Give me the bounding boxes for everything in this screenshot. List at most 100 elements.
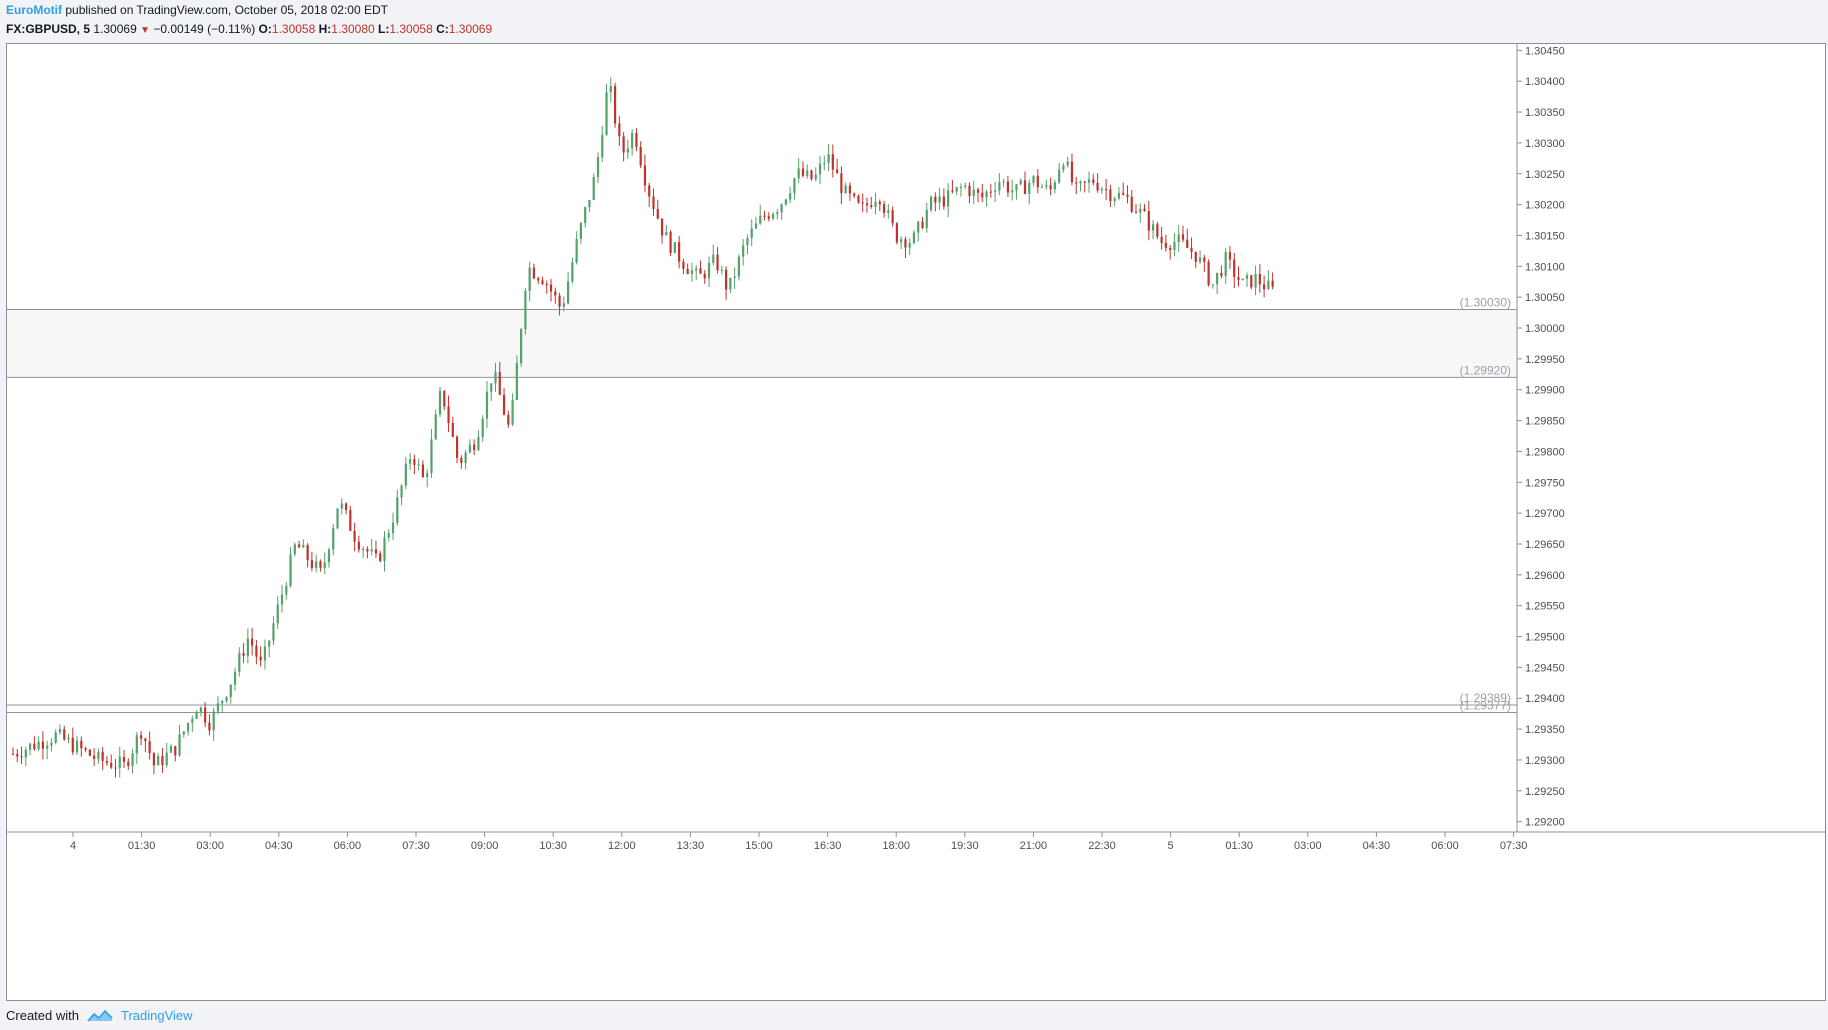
low-label: L: bbox=[378, 22, 390, 36]
candle-body bbox=[1002, 181, 1005, 183]
candle-body bbox=[507, 414, 510, 425]
candle-body bbox=[912, 232, 916, 244]
open-label: O: bbox=[258, 22, 272, 36]
horizontal-levels[interactable]: (1.30030) (1.29920) (1.29389)(1.29377) bbox=[7, 296, 1517, 713]
candle-body bbox=[1117, 192, 1121, 199]
candle-body bbox=[643, 165, 647, 186]
level-label-2: (1.29389) bbox=[1460, 691, 1511, 705]
candle-body bbox=[925, 209, 928, 228]
candle-body bbox=[895, 223, 898, 243]
candle-body bbox=[754, 223, 758, 229]
candle-body bbox=[1045, 185, 1048, 187]
candle-body bbox=[1271, 280, 1274, 287]
candle-body bbox=[639, 146, 642, 166]
last-price: 1.30069 bbox=[93, 22, 137, 36]
symbol-label[interactable]: FX:GBPUSD, 5 bbox=[6, 22, 91, 36]
candle-body bbox=[93, 755, 96, 759]
candle-body bbox=[1143, 208, 1146, 212]
candle-body bbox=[545, 284, 548, 286]
candle-body bbox=[1092, 179, 1095, 183]
tradingview-logo-icon[interactable] bbox=[87, 1009, 113, 1023]
candle-body bbox=[968, 185, 971, 197]
candle-body bbox=[1164, 242, 1167, 248]
candle-body bbox=[221, 700, 224, 704]
candle-body bbox=[515, 363, 518, 401]
candle-body bbox=[413, 459, 416, 465]
candle-body bbox=[613, 86, 617, 124]
candle-body bbox=[20, 756, 23, 758]
y-tick-label: 1.30000 bbox=[1525, 323, 1565, 335]
y-tick-label: 1.29550 bbox=[1525, 601, 1565, 613]
candle-body bbox=[605, 92, 608, 135]
candle-body bbox=[242, 653, 245, 656]
chart-area[interactable]: (1.30030) (1.29920) (1.29389) (1.29377) 1.3… bbox=[6, 43, 1826, 1001]
candle-body bbox=[37, 741, 40, 750]
candle-body bbox=[28, 743, 32, 750]
candle-body bbox=[1267, 280, 1270, 289]
candle-body bbox=[191, 718, 194, 724]
created-with-label: Created with bbox=[6, 1008, 79, 1023]
candle-body bbox=[929, 196, 933, 210]
footer: Created with TradingView bbox=[6, 1008, 193, 1024]
candle-body bbox=[959, 187, 963, 189]
candle-body bbox=[840, 173, 843, 194]
candle-body bbox=[763, 215, 766, 217]
candle-body bbox=[759, 215, 762, 224]
x-tick-label: 21:00 bbox=[1020, 840, 1048, 852]
y-tick-label: 1.30400 bbox=[1525, 76, 1565, 88]
candle-body bbox=[67, 737, 70, 740]
x-tick-label: 13:30 bbox=[677, 840, 705, 852]
candle-body bbox=[874, 201, 877, 208]
candle-body bbox=[857, 195, 860, 203]
candle-body bbox=[387, 533, 390, 538]
x-tick-label: 4 bbox=[70, 840, 76, 852]
candle-body bbox=[97, 751, 100, 759]
candle-body bbox=[1186, 239, 1189, 248]
candle-body bbox=[575, 238, 578, 263]
candle-body bbox=[682, 261, 685, 269]
candle-body bbox=[554, 291, 557, 296]
candlestick-chart[interactable]: (1.30030) (1.29920) (1.29389)(1.29377) 1.3… bbox=[7, 44, 1825, 1000]
candle-body bbox=[571, 262, 574, 282]
candle-body bbox=[1203, 257, 1206, 262]
candle-body bbox=[656, 208, 659, 219]
x-tick-label: 19:30 bbox=[951, 840, 979, 852]
x-tick-label: 04:30 bbox=[1363, 840, 1391, 852]
candle-body bbox=[46, 745, 49, 749]
author-link[interactable]: EuroMotif bbox=[6, 3, 62, 17]
candle-body bbox=[596, 157, 600, 177]
support-zone bbox=[7, 309, 1517, 378]
candle-body bbox=[306, 545, 309, 561]
candle-body bbox=[1151, 224, 1155, 231]
candle-body bbox=[853, 193, 856, 196]
down-arrow-icon: ▼ bbox=[140, 25, 150, 36]
y-tick-label: 1.29200 bbox=[1525, 817, 1565, 829]
candle-body bbox=[272, 623, 275, 641]
high-value: 1.30080 bbox=[331, 22, 375, 36]
candle-body bbox=[468, 444, 471, 453]
candle-body bbox=[1053, 182, 1056, 190]
candle-body bbox=[537, 278, 540, 281]
candle-body bbox=[1096, 182, 1099, 191]
candle-body bbox=[882, 204, 886, 213]
x-tick-label: 03:00 bbox=[1294, 840, 1322, 852]
candle-body bbox=[494, 372, 497, 384]
y-tick-label: 1.29750 bbox=[1525, 477, 1565, 489]
candle-body bbox=[1177, 234, 1180, 243]
candle-body bbox=[947, 190, 950, 207]
candle-body bbox=[729, 277, 732, 290]
y-tick-label: 1.29650 bbox=[1525, 539, 1565, 551]
candle-body bbox=[118, 756, 121, 768]
candle-body bbox=[669, 232, 672, 253]
candle-body bbox=[737, 256, 740, 277]
candle-body bbox=[524, 290, 527, 330]
tradingview-link[interactable]: TradingView bbox=[120, 1008, 193, 1023]
candle-body bbox=[485, 391, 489, 419]
candle-body bbox=[84, 748, 87, 750]
candle-body bbox=[1075, 182, 1078, 184]
candle-body bbox=[814, 174, 817, 180]
candle-body bbox=[131, 753, 134, 766]
candle-body bbox=[33, 743, 36, 750]
candle-body bbox=[703, 273, 706, 279]
ohlc-legend: FX:GBPUSD, 5 1.30069 ▼ −0.00149 (−0.11%)… bbox=[6, 21, 492, 39]
